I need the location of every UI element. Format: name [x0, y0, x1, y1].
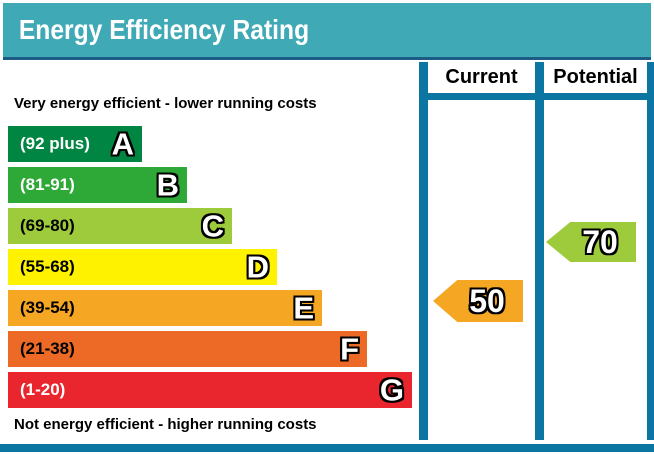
band-a: (92 plus) A	[8, 126, 142, 162]
current-column-header: Current	[445, 66, 518, 88]
band-letter: B	[156, 167, 180, 203]
band-b: (81-91) B	[8, 167, 187, 203]
band-range-label: (1-20)	[20, 380, 66, 399]
band-f: (21-38) F	[8, 331, 367, 367]
current-rating-arrow: 50	[433, 280, 523, 322]
title-bar: Energy Efficiency Rating	[3, 3, 651, 60]
band-letter: D	[246, 249, 270, 285]
band-range-label: (92 plus)	[20, 134, 90, 153]
band-range-label: (69-80)	[20, 216, 75, 235]
potential-rating-value: 70	[581, 224, 618, 260]
bottom-note: Not energy efficient - higher running co…	[14, 416, 317, 433]
column-divider-middle	[535, 62, 544, 440]
header-underline	[419, 93, 654, 100]
band-range-label: (81-91)	[20, 175, 75, 194]
band-range-label: (21-38)	[20, 339, 75, 358]
top-note: Very energy efficient - lower running co…	[14, 95, 317, 112]
band-letter: G	[379, 372, 405, 408]
potential-rating-arrow: 70	[546, 222, 636, 262]
band-letter: E	[293, 290, 315, 326]
column-divider-right	[647, 62, 654, 440]
band-c: (69-80) C	[8, 208, 232, 244]
potential-column-header: Potential	[553, 66, 638, 88]
band-range-label: (55-68)	[20, 257, 75, 276]
page-title: Energy Efficiency Rating	[18, 14, 310, 45]
band-g: (1-20) G	[8, 372, 412, 408]
current-rating-value: 50	[468, 283, 505, 319]
column-divider-left	[419, 62, 428, 440]
band-e: (39-54) E	[8, 290, 322, 326]
band-d: (55-68) D	[8, 249, 277, 285]
band-letter: A	[111, 126, 135, 162]
rating-bands: (92 plus) A (81-91) B (69-80) C (55-68) …	[8, 126, 412, 408]
band-range-label: (39-54)	[20, 298, 75, 317]
chart-bottom-border	[0, 444, 654, 452]
band-letter: F	[339, 331, 359, 367]
band-letter: C	[201, 208, 225, 244]
